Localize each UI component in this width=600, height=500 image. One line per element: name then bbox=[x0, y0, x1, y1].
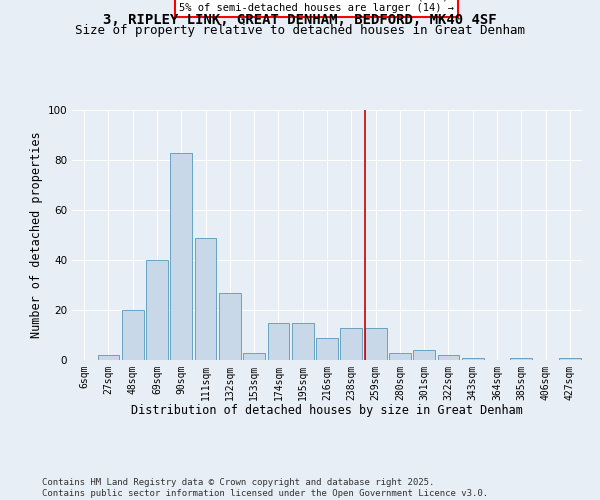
Bar bbox=[340, 328, 362, 360]
Text: 3 RIPLEY LINK: 246sqm
← 92% of detached houses are smaller (250)
5% of semi-deta: 3 RIPLEY LINK: 246sqm ← 92% of detached … bbox=[179, 0, 454, 13]
Bar bbox=[462, 358, 484, 360]
Bar bbox=[219, 292, 241, 360]
Y-axis label: Number of detached properties: Number of detached properties bbox=[31, 132, 43, 338]
Bar bbox=[559, 358, 581, 360]
Text: 3, RIPLEY LINK, GREAT DENHAM, BEDFORD, MK40 4SF: 3, RIPLEY LINK, GREAT DENHAM, BEDFORD, M… bbox=[103, 12, 497, 26]
Bar bbox=[194, 238, 217, 360]
Bar bbox=[268, 322, 289, 360]
Bar bbox=[389, 352, 411, 360]
Bar bbox=[97, 355, 119, 360]
Bar bbox=[511, 358, 532, 360]
Bar bbox=[413, 350, 435, 360]
X-axis label: Distribution of detached houses by size in Great Denham: Distribution of detached houses by size … bbox=[131, 404, 523, 417]
Bar bbox=[122, 310, 143, 360]
Text: Contains HM Land Registry data © Crown copyright and database right 2025.
Contai: Contains HM Land Registry data © Crown c… bbox=[42, 478, 488, 498]
Bar bbox=[243, 352, 265, 360]
Bar bbox=[316, 338, 338, 360]
Bar bbox=[365, 328, 386, 360]
Bar bbox=[170, 152, 192, 360]
Bar bbox=[146, 260, 168, 360]
Text: Size of property relative to detached houses in Great Denham: Size of property relative to detached ho… bbox=[75, 24, 525, 37]
Bar bbox=[292, 322, 314, 360]
Bar bbox=[437, 355, 460, 360]
